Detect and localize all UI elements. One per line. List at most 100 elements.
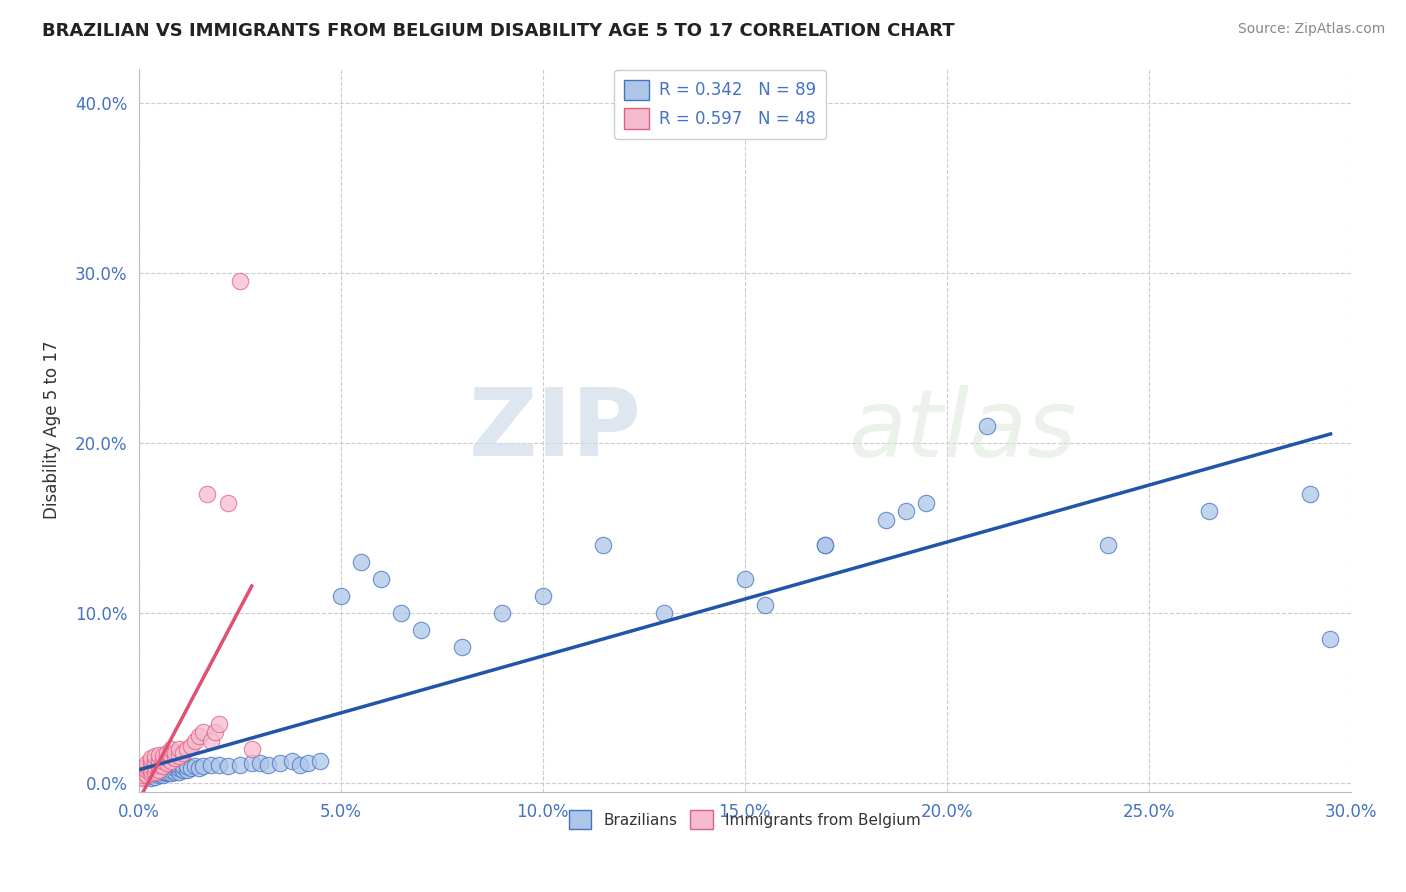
Point [163, 757, 186, 772]
Point [389, 606, 412, 620]
Point [156, 751, 179, 765]
Point [135, 759, 157, 773]
Point [1097, 538, 1119, 552]
Point [143, 764, 166, 779]
Point [240, 756, 263, 770]
Point [875, 513, 897, 527]
Point [148, 763, 170, 777]
Point [257, 757, 280, 772]
Point [217, 495, 239, 509]
Point [163, 746, 186, 760]
Point [193, 759, 215, 773]
Point [131, 772, 153, 786]
Point [172, 763, 194, 777]
Point [814, 538, 837, 552]
Point [148, 757, 170, 772]
Point [281, 754, 304, 768]
Point [134, 768, 156, 782]
Point [652, 606, 675, 620]
Point [156, 746, 179, 760]
Point [135, 770, 157, 784]
Point [491, 606, 513, 620]
Text: ZIP: ZIP [468, 384, 641, 476]
Point [193, 725, 215, 739]
Point [734, 572, 756, 586]
Point [156, 757, 179, 772]
Point [160, 756, 183, 770]
Point [152, 759, 174, 773]
Point [208, 717, 231, 731]
Point [139, 757, 162, 772]
Point [131, 766, 153, 780]
Point [208, 757, 231, 772]
Y-axis label: Disability Age 5 to 17: Disability Age 5 to 17 [44, 341, 60, 519]
Point [180, 739, 202, 753]
Point [139, 772, 162, 786]
Point [167, 749, 190, 764]
Point [228, 757, 250, 772]
Point [152, 754, 174, 768]
Point [148, 763, 170, 777]
Point [143, 764, 166, 779]
Text: BRAZILIAN VS IMMIGRANTS FROM BELGIUM DISABILITY AGE 5 TO 17 CORRELATION CHART: BRAZILIAN VS IMMIGRANTS FROM BELGIUM DIS… [42, 22, 955, 40]
Point [143, 766, 166, 780]
Point [176, 763, 198, 777]
Point [139, 763, 162, 777]
Point [156, 766, 179, 780]
Point [188, 761, 211, 775]
Point [228, 274, 250, 288]
Point [135, 756, 157, 770]
Point [129, 768, 152, 782]
Point [915, 495, 938, 509]
Point [160, 742, 183, 756]
Point [411, 624, 433, 638]
Point [1198, 504, 1220, 518]
Point [204, 725, 226, 739]
Point [148, 768, 170, 782]
Point [180, 761, 202, 775]
Point [217, 759, 239, 773]
Point [148, 747, 170, 762]
Point [160, 749, 183, 764]
Point [297, 756, 319, 770]
Point [148, 753, 170, 767]
Point [135, 766, 157, 780]
Point [160, 759, 183, 773]
Point [131, 763, 153, 777]
Point [240, 742, 263, 756]
Point [139, 759, 162, 773]
Point [167, 761, 190, 775]
Point [172, 746, 194, 760]
Point [167, 757, 190, 772]
Point [135, 759, 157, 773]
Point [135, 764, 157, 779]
Point [1299, 487, 1322, 501]
Point [172, 759, 194, 773]
Point [896, 504, 918, 518]
Point [152, 764, 174, 779]
Point [131, 764, 153, 779]
Point [156, 756, 179, 770]
Point [152, 759, 174, 773]
Point [139, 763, 162, 777]
Point [592, 538, 614, 552]
Point [976, 419, 998, 434]
Point [143, 770, 166, 784]
Point [131, 761, 153, 775]
Point [531, 589, 554, 603]
Legend: Brazilians, Immigrants from Belgium: Brazilians, Immigrants from Belgium [562, 804, 927, 835]
Point [200, 734, 222, 748]
Point [176, 759, 198, 773]
Point [163, 764, 186, 779]
Point [135, 763, 157, 777]
Point [269, 756, 291, 770]
Point [139, 766, 162, 780]
Point [143, 759, 166, 773]
Point [135, 761, 157, 775]
Point [160, 754, 183, 768]
Point [450, 640, 472, 655]
Point [176, 742, 198, 756]
Point [156, 764, 179, 779]
Point [143, 761, 166, 775]
Point [152, 768, 174, 782]
